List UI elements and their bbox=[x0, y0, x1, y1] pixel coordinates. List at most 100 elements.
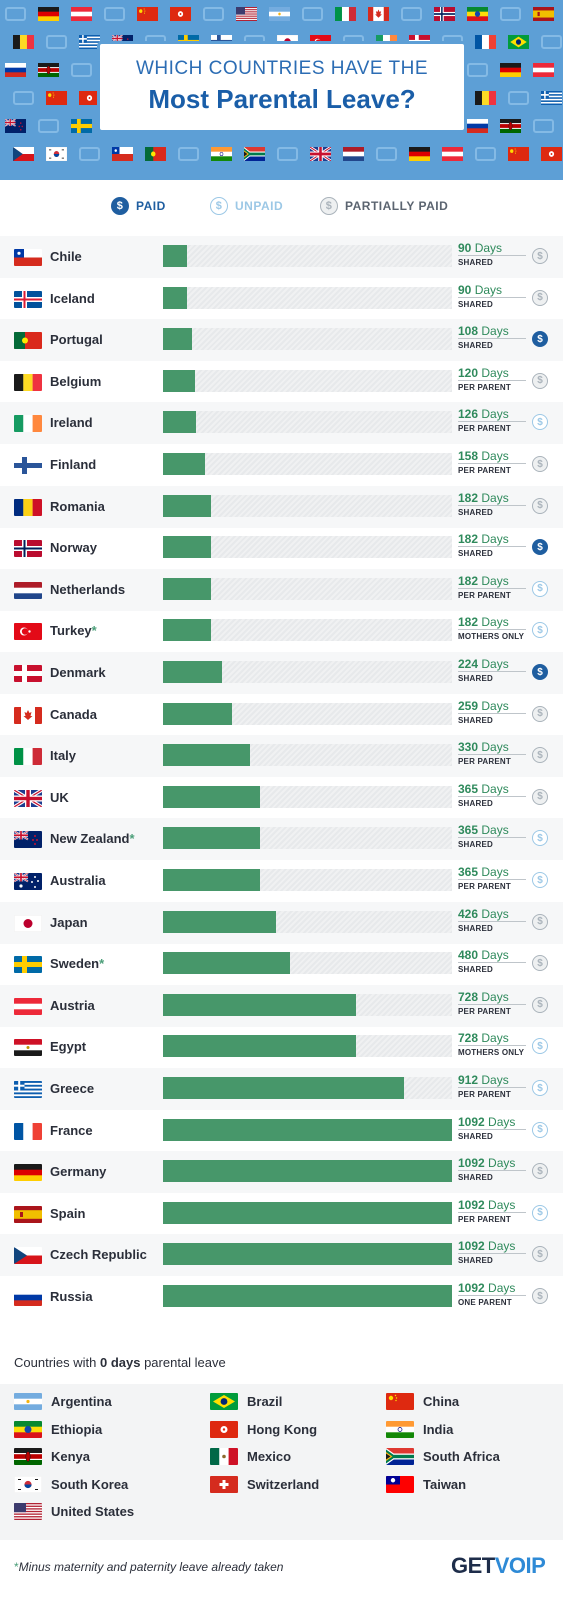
zero-country-name: China bbox=[423, 1394, 460, 1409]
divider bbox=[458, 1211, 526, 1213]
days-value: 182 bbox=[458, 615, 479, 630]
bar bbox=[163, 1077, 404, 1099]
days-label: 365 Days bbox=[458, 823, 509, 837]
country-label: New Zealand* bbox=[50, 831, 135, 846]
leave-type: ONE PARENT bbox=[458, 1298, 512, 1307]
flag-tile bbox=[343, 147, 364, 162]
bar bbox=[163, 702, 232, 725]
flag-tile bbox=[541, 91, 562, 105]
flag-southkorea bbox=[14, 1475, 42, 1493]
zero-country: Taiwan bbox=[386, 1475, 466, 1493]
zero-country: China bbox=[386, 1393, 459, 1410]
flag-usa bbox=[14, 1503, 42, 1520]
zero-country: Switzerland bbox=[210, 1475, 319, 1493]
country-name: Greece bbox=[50, 1081, 95, 1096]
flag-southafrica bbox=[386, 1448, 414, 1465]
leave-type: PER PARENT bbox=[458, 1090, 511, 1099]
flag-argentina bbox=[14, 1393, 42, 1410]
flag-tile bbox=[79, 91, 100, 105]
baby-icon bbox=[376, 147, 397, 161]
baby-icon bbox=[533, 119, 554, 133]
days-value: 330 bbox=[458, 740, 479, 755]
chart-row: Japan 426 Days SHARED $ bbox=[0, 901, 563, 944]
coin-icon: $ bbox=[532, 955, 548, 972]
dollar-outline-icon: $ bbox=[532, 872, 548, 888]
coin-icon: $ bbox=[532, 913, 548, 930]
country-name: Japan bbox=[50, 914, 88, 930]
flag-tile bbox=[170, 7, 191, 21]
days-value: 182 bbox=[458, 532, 479, 547]
divider bbox=[458, 962, 526, 964]
bar bbox=[163, 1160, 452, 1183]
dollar-outline-icon: $ bbox=[532, 1080, 548, 1096]
flag-tile bbox=[13, 147, 34, 161]
coin-icon: $ bbox=[532, 372, 548, 389]
divider bbox=[458, 255, 526, 256]
flag-tile bbox=[112, 147, 133, 161]
flag-tile bbox=[442, 147, 463, 162]
country-name: Canada bbox=[50, 706, 97, 722]
zero-country: United States bbox=[14, 1503, 134, 1520]
flag-ethiopia bbox=[14, 1420, 42, 1438]
divider bbox=[458, 1087, 526, 1088]
dollar-outline-icon: $ bbox=[532, 414, 548, 431]
country-label: Japan bbox=[50, 915, 88, 930]
dollar-outline-icon: $ bbox=[532, 1204, 548, 1221]
country-label: Egypt bbox=[50, 1039, 86, 1054]
legend-paid: $ PAID bbox=[111, 197, 166, 215]
days-unit: Days bbox=[488, 1281, 516, 1295]
bar-track bbox=[163, 577, 452, 600]
days-label: 90 Days bbox=[458, 283, 502, 297]
flag-tile bbox=[376, 35, 397, 49]
leave-type: PER PARENT bbox=[458, 882, 511, 891]
divider bbox=[458, 837, 526, 839]
days-value: 365 bbox=[458, 781, 479, 796]
dollar-coin-icon: $ bbox=[532, 539, 548, 556]
dollar-coin-icon: $ bbox=[111, 197, 129, 215]
flag-finland bbox=[14, 457, 42, 474]
bar-track bbox=[163, 411, 452, 434]
brand-part-1: GET bbox=[451, 1553, 495, 1578]
baby-icon bbox=[508, 91, 529, 105]
days-value: 1092 bbox=[458, 1156, 485, 1171]
flag-india bbox=[386, 1420, 414, 1438]
leave-type: PER PARENT bbox=[458, 466, 511, 475]
days-value: 90 bbox=[458, 282, 472, 297]
days-label: 480 Days bbox=[458, 948, 509, 962]
divider bbox=[458, 421, 526, 423]
chart-row: Portugal 108 Days SHARED $ bbox=[0, 319, 563, 362]
flag-tile bbox=[211, 147, 232, 162]
days-unit: Days bbox=[481, 615, 509, 630]
baby-icon bbox=[38, 119, 59, 133]
header-banner: WHICH COUNTRIES HAVE THE Most Parental L… bbox=[0, 0, 563, 180]
days-label: 365 Days bbox=[458, 782, 509, 796]
bar bbox=[163, 993, 356, 1016]
leave-type: MOTHERS ONLY bbox=[458, 632, 525, 642]
days-unit: Days bbox=[481, 948, 509, 963]
leave-type: SHARED bbox=[458, 341, 493, 351]
country-name: Portugal bbox=[50, 332, 103, 348]
days-value: 1092 bbox=[458, 1281, 485, 1295]
flag-tile bbox=[45, 146, 68, 162]
chart-row: Germany 1092 Days SHARED $ bbox=[0, 1151, 563, 1194]
days-unit: Days bbox=[481, 324, 509, 339]
bar bbox=[163, 411, 196, 434]
zero-country-name: Mexico bbox=[247, 1449, 292, 1464]
chart-row: Sweden* 480 Days SHARED $ bbox=[0, 943, 563, 985]
legend: $ PAID $ UNPAID $ PARTIALLY PAID bbox=[0, 182, 563, 232]
days-unit: Days bbox=[481, 573, 509, 588]
zero-country-name: United States bbox=[51, 1504, 135, 1519]
flag-greece bbox=[14, 1081, 42, 1098]
days-value: 1092 bbox=[458, 1114, 485, 1129]
flag-norway bbox=[14, 540, 42, 558]
divider bbox=[458, 379, 526, 381]
country-label: Austria bbox=[50, 998, 95, 1013]
country-label: Belgium bbox=[50, 374, 101, 389]
days-unit: Days bbox=[481, 906, 509, 921]
divider bbox=[458, 338, 526, 340]
divider bbox=[458, 587, 526, 589]
leave-type: SHARED bbox=[458, 923, 493, 933]
flag-russia bbox=[14, 1289, 42, 1306]
flag-tile bbox=[46, 91, 67, 105]
days-label: 182 Days bbox=[458, 532, 509, 546]
